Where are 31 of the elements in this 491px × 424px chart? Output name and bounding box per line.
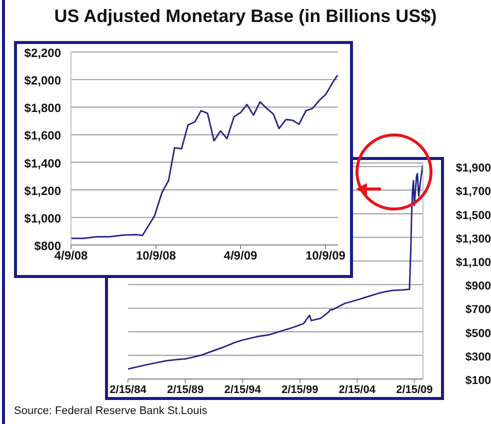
y-tick-label: $1,500 [456,210,491,222]
x-tick-label: 10/9/08 [136,248,176,263]
x-tick-label: 4/9/09 [224,248,258,263]
y-tick-label: $1,400 [24,156,62,170]
x-tick-label: 10/9/09 [305,248,346,263]
y-tick-label: $100 [465,375,491,387]
y-tick-label: $500 [465,328,491,340]
x-tick-label: 2/15/84 [110,384,148,396]
y-tick-label: $1,200 [24,184,62,198]
y-tick-label: $1,900 [456,162,491,175]
x-tick-label: 2/15/94 [224,384,262,396]
source-note: Source: Federal Reserve Bank St.Louis [14,405,208,417]
y-tick-label: $2,000 [24,74,62,88]
y-tick-label: $900 [465,280,491,293]
line-series [71,74,338,240]
x-tick-label: 2/15/99 [282,384,318,396]
y-tick-label: $1,000 [24,211,62,226]
y-tick-label: $700 [465,304,491,316]
x-tick-label: 2/15/09 [396,384,433,396]
x-tick-label: 2/15/04 [338,384,376,396]
y-tick-label: $1,700 [456,186,491,198]
x-tick-label: 4/9/08 [54,248,88,263]
y-tick-label: $1,800 [24,101,62,116]
y-tick-label: $2,200 [24,46,62,60]
y-tick-label: $1,300 [456,233,491,246]
y-tick-label: $300 [465,351,491,364]
y-tick-label: $1,600 [24,128,62,143]
chart-title: US Adjusted Monetary Base (in Billions US$) [53,6,438,27]
y-tick-label: $1,100 [456,256,491,269]
x-tick-label: 2/15/89 [166,384,204,396]
line-series [128,164,423,370]
